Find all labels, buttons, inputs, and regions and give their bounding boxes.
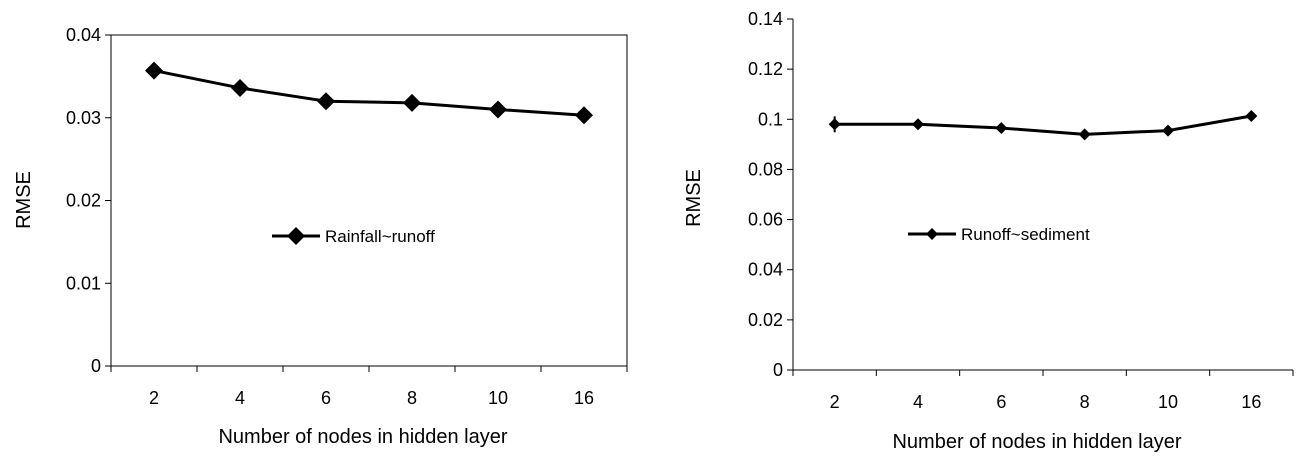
data-point: [995, 122, 1008, 135]
y-tick-label: 0.12: [748, 59, 783, 79]
y-tick-label: 0.03: [66, 108, 101, 128]
legend-label: Runoff~sediment: [961, 225, 1090, 244]
y-tick-label: 0.02: [748, 310, 783, 330]
data-point: [317, 92, 335, 111]
y-tick-label: 0: [91, 356, 101, 376]
y-tick-label: 0: [773, 360, 783, 380]
series-line: [153, 69, 585, 117]
rainfall-runoff-chart: 0 0.01 0.02 0.03 0.04 2 4 6 8 10 16 Number of nodes…: [13, 25, 628, 448]
data-point: [403, 93, 421, 112]
plot-area-frame: [110, 34, 628, 367]
x-tick-label: 2: [830, 392, 840, 412]
x-tick-label: 10: [488, 388, 508, 408]
runoff-sediment-chart: 0 0.02 0.04 0.06 0.08 0.1 0.12 0.14 2 4 6 8 10 16 Numb…: [683, 9, 1294, 453]
y-tick-label: 0.1: [758, 109, 783, 129]
legend: Runoff~sediment: [908, 225, 1090, 244]
y-axis-title: RMSE: [683, 169, 705, 227]
data-point: [1162, 124, 1174, 137]
y-tick-label: 0.01: [66, 273, 101, 293]
x-axis-title: Number of nodes in hidden layer: [892, 431, 1181, 453]
x-tick-label: 10: [1158, 392, 1178, 412]
x-tick-label: 6: [996, 392, 1006, 412]
y-axis-title: RMSE: [13, 171, 35, 229]
data-point: [1245, 110, 1258, 123]
legend: Rainfall~runoff: [272, 227, 435, 246]
y-tick-label: 0.04: [748, 260, 783, 280]
data-point: [575, 106, 593, 125]
legend-marker: [926, 228, 938, 240]
x-tick-label: 4: [913, 392, 923, 412]
y-tick-label: 0.08: [748, 159, 783, 179]
x-tick-label: 6: [321, 388, 331, 408]
data-point: [1078, 128, 1091, 141]
x-tick-label: 4: [235, 388, 245, 408]
y-tick-label: 0.06: [748, 210, 783, 230]
x-axis-title: Number of nodes in hidden layer: [218, 426, 507, 448]
x-tick-label: 8: [1080, 392, 1090, 412]
data-point: [912, 118, 924, 131]
data-point: [145, 61, 163, 80]
data-point: [231, 78, 249, 97]
legend-label: Rainfall~runoff: [325, 227, 435, 246]
data-point: [489, 100, 507, 119]
y-tick-label: 0.14: [748, 9, 783, 29]
y-tick-label: 0.04: [66, 25, 101, 45]
y-tick-label: 0.02: [66, 191, 101, 211]
x-tick-label: 2: [149, 388, 159, 408]
series-line: [834, 114, 1252, 136]
legend-marker: [287, 227, 305, 245]
x-tick-label: 16: [574, 388, 594, 408]
x-tick-label: 16: [1241, 392, 1261, 412]
x-tick-label: 8: [407, 388, 417, 408]
